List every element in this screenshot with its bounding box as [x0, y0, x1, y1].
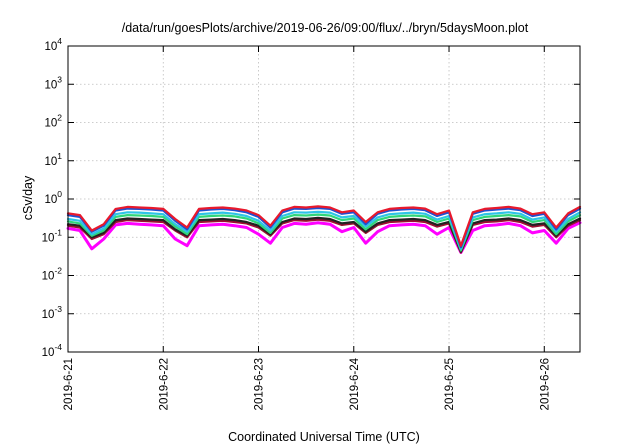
- series-line-3: [66, 213, 582, 252]
- x-tick-label: 2019-6-26: [539, 358, 551, 410]
- y-tick-label: 10-1: [42, 227, 63, 244]
- y-tick-label: 104: [44, 36, 62, 53]
- axes-ticks: 10-4 10-3 10-2 10-1 100 101 102 103 104 2019-6-21…: [42, 36, 580, 410]
- series-line-1: [66, 206, 582, 249]
- series-line-4: [66, 216, 582, 253]
- y-tick-label: 10-2: [42, 266, 63, 283]
- x-tick-label: 2019-6-24: [349, 357, 361, 410]
- y-tick-label: 102: [44, 113, 62, 130]
- x-tick-label: 2019-6-25: [444, 358, 456, 410]
- x-tick-label: 2019-6-23: [254, 358, 266, 410]
- series-line-6: [66, 221, 582, 254]
- series-line-2: [66, 210, 582, 250]
- x-tick-label: 2019-6-22: [158, 358, 170, 410]
- y-tick-label: 103: [44, 74, 62, 91]
- y-tick-label: 10-4: [42, 342, 63, 359]
- series-line-5: [66, 218, 582, 254]
- grid: [67, 46, 580, 352]
- y-axis-label: cSv/day: [21, 175, 35, 220]
- y-tick-label: 100: [44, 189, 62, 206]
- y-tick-label: 10-3: [42, 304, 63, 321]
- x-tick-label: 2019-6-21: [63, 358, 75, 410]
- series-line-0: [66, 205, 582, 247]
- y-tick-label: 101: [44, 151, 62, 168]
- chart-title: /data/run/goesPlots/archive/2019-06-26/0…: [122, 21, 529, 35]
- series-group: [66, 205, 582, 254]
- x-axis-label: Coordinated Universal Time (UTC): [228, 430, 420, 444]
